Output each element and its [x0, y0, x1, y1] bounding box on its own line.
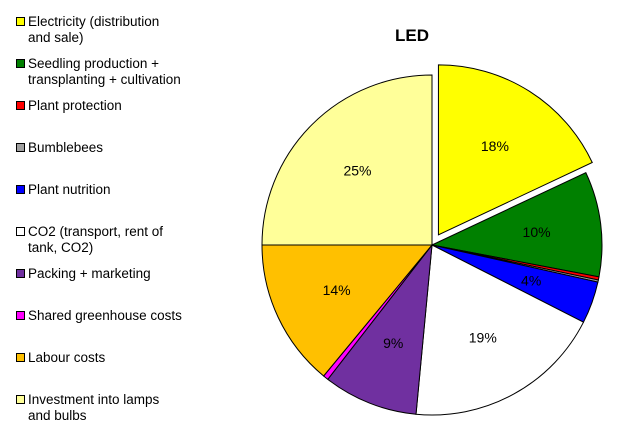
slice-percent-label: 18% [481, 138, 509, 154]
chart-title: LED [395, 26, 429, 45]
legend-swatch [16, 311, 25, 320]
legend-label: CO2 (transport, rent of tank, CO2) [28, 224, 164, 255]
legend-label: Plant nutrition [28, 182, 111, 197]
pie-slice [415, 244, 585, 416]
legend-label: Investment into lamps and bulbs [28, 392, 160, 423]
legend-swatch [16, 17, 25, 26]
slice-percent-label: 25% [343, 162, 371, 178]
legend-label: Shared greenhouse costs [28, 308, 182, 323]
legend-swatch [16, 101, 25, 110]
legend-label: Labour costs [28, 350, 106, 365]
legend-swatch [16, 269, 25, 278]
legend-swatch [16, 395, 25, 404]
legend-swatch [16, 143, 25, 152]
pie-slice [327, 243, 433, 415]
slice-percent-label: 19% [469, 329, 497, 345]
legend-label: Bumblebees [28, 140, 104, 155]
legend-swatch [16, 59, 25, 68]
slice-percent-label: 4% [521, 273, 541, 289]
slice-percent-label: 14% [323, 282, 351, 298]
legend-label: Packing + marketing [28, 266, 151, 281]
legend-swatch [16, 353, 25, 362]
legend-swatch [16, 227, 25, 236]
pie-slice [261, 74, 433, 246]
legend-label: Seedling production + transplanting + cu… [28, 56, 181, 87]
legend-swatch [16, 185, 25, 194]
legend-label: Electricity (distribution and sale) [28, 14, 160, 45]
legend-label: Plant protection [28, 98, 122, 113]
pie-slice [430, 171, 603, 278]
slice-percent-label: 9% [383, 335, 403, 351]
pie-slice [437, 64, 593, 236]
pie-slice [261, 244, 434, 377]
slice-percent-label: 10% [523, 224, 551, 240]
